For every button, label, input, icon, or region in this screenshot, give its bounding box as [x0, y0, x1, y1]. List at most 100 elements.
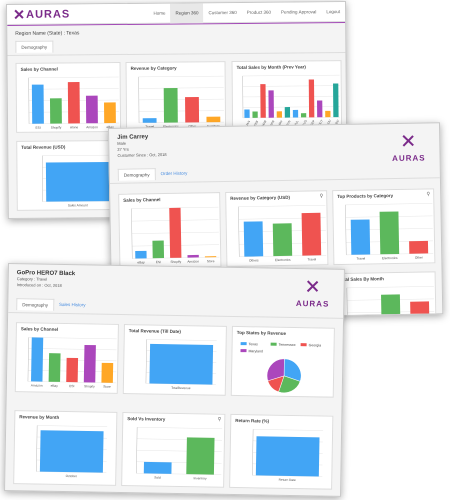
bar[interactable]	[186, 437, 215, 475]
x-tick-label: SEP	[309, 119, 315, 126]
bar[interactable]	[284, 107, 291, 118]
x-tick-label: JAN	[245, 120, 251, 127]
x-tick-label: JUL	[293, 119, 299, 126]
tab-order-history[interactable]: Order History	[160, 170, 188, 177]
bar[interactable]	[152, 240, 165, 259]
bar[interactable]	[272, 223, 293, 257]
legend-label: Tennessee	[279, 343, 296, 347]
total-sales-by-month-chart: FEB OCT NOV	[346, 286, 435, 320]
gridline	[242, 85, 340, 87]
x-tick-label: Alone	[70, 125, 78, 129]
x-tick-label: Sales Amount	[68, 203, 88, 207]
tab-demography[interactable]: Demography	[15, 40, 54, 53]
bar[interactable]	[325, 110, 331, 118]
product-360-window: GoPro HERO7 Black Category : Travel Intr…	[4, 263, 345, 497]
auras-logo-icon	[13, 9, 24, 20]
bar[interactable]	[185, 97, 200, 123]
nav-logout[interactable]: Logout	[326, 8, 341, 14]
gridline	[238, 204, 326, 207]
pie-slice[interactable]	[283, 358, 302, 382]
bar[interactable]	[31, 84, 44, 124]
bar[interactable]	[163, 88, 178, 123]
y-axis	[136, 427, 138, 474]
pie-slice[interactable]	[266, 358, 285, 382]
bar[interactable]	[142, 118, 157, 123]
gridline	[138, 87, 224, 89]
total-revenue-chart: TotalRevenue	[145, 339, 217, 390]
bar[interactable]	[101, 362, 114, 383]
sales-by-month-chart: JAN FEB MAR APR MAY JUN JUL AUG SEP OCT NOV DEC	[242, 74, 341, 127]
tab-sales-history[interactable]: Sales History	[59, 301, 86, 308]
region-360-window: AURAS Home Region 360 Customer 360 Produ…	[6, 1, 348, 219]
x-tick-label: ESI	[69, 384, 74, 388]
nav-pending-approval[interactable]: Pending Approval	[281, 8, 317, 15]
x-tick-label: DEC	[334, 118, 341, 126]
bar[interactable]	[255, 436, 320, 477]
bar[interactable]	[260, 84, 266, 118]
x-tick-label: MAR	[261, 119, 268, 127]
bar[interactable]	[292, 109, 299, 118]
bar[interactable]	[244, 109, 250, 118]
bar[interactable]	[66, 357, 79, 383]
bar[interactable]	[379, 211, 400, 255]
bar[interactable]	[308, 79, 315, 118]
logo-text: AURAS	[392, 153, 426, 164]
legend-swatch	[240, 349, 247, 353]
bar[interactable]	[143, 461, 172, 474]
bar[interactable]	[204, 256, 217, 258]
y-axis	[346, 287, 348, 320]
return-rate-chart: Return Rate	[252, 429, 324, 482]
bar[interactable]	[187, 254, 199, 258]
nav-region-360[interactable]: Region 360	[170, 2, 204, 24]
bar[interactable]	[381, 294, 401, 320]
bar[interactable]	[31, 337, 44, 382]
nav-home[interactable]: Home	[153, 10, 166, 16]
bar[interactable]	[409, 240, 429, 254]
sales-by-channel-chart: eBay ESI Shopify Amazon Store	[131, 206, 220, 265]
bar[interactable]	[206, 116, 221, 123]
gridline	[242, 95, 340, 98]
bar[interactable]	[300, 113, 307, 118]
x-tick-label: Shopify	[84, 384, 95, 388]
gridline	[138, 75, 224, 78]
legend-label: Georgia	[309, 343, 322, 347]
bar[interactable]	[135, 250, 147, 259]
x-tick-label: Store	[207, 259, 215, 263]
bar[interactable]	[169, 207, 182, 258]
tab-bar: Demography Sales History	[8, 296, 344, 319]
bar[interactable]	[85, 95, 98, 124]
bar[interactable]	[49, 98, 62, 124]
bar[interactable]	[410, 301, 430, 320]
customer-header: Jim Carrey Male 27 Yrs Customer Since : …	[109, 123, 440, 161]
bar[interactable]	[252, 111, 258, 118]
revenue-by-category-card: Revenue by Category (USD) ⚲ Others Electr…	[225, 190, 329, 267]
x-tick-label: Shopify	[51, 126, 62, 130]
x-tick-label: Electronics	[382, 256, 398, 260]
bar[interactable]	[45, 162, 110, 202]
legend-label: Maryland	[248, 349, 263, 353]
bar[interactable]	[104, 102, 116, 124]
tab-demography[interactable]: Demography	[16, 298, 55, 311]
total-revenue-chart: Sales Amount	[42, 154, 113, 207]
gridline	[243, 116, 341, 119]
bar[interactable]	[48, 353, 61, 382]
nav-customer-360[interactable]: Customer 360	[208, 9, 237, 15]
return-rate-card: Return Rate (%) Return Rate	[229, 413, 334, 490]
x-tick-label: Amazon	[86, 125, 98, 129]
product-header: GoPro HERO7 Black Category : Travel Intr…	[9, 264, 344, 296]
bar[interactable]	[350, 219, 371, 255]
bar[interactable]	[83, 344, 96, 383]
bar[interactable]	[317, 100, 323, 118]
gridline	[253, 429, 324, 431]
tab-demography[interactable]: Demography	[117, 168, 156, 181]
bar[interactable]	[67, 81, 80, 124]
nav-product-360[interactable]: Product 360	[246, 9, 272, 15]
bar[interactable]	[268, 90, 274, 118]
bar[interactable]	[39, 430, 104, 473]
bar[interactable]	[333, 83, 339, 118]
bar[interactable]	[301, 212, 322, 256]
bar[interactable]	[276, 111, 283, 118]
top-states-card: Top States by Revenue Texas Tennessee Geor…	[230, 325, 335, 398]
bar[interactable]	[243, 221, 264, 257]
bar[interactable]	[149, 343, 214, 385]
